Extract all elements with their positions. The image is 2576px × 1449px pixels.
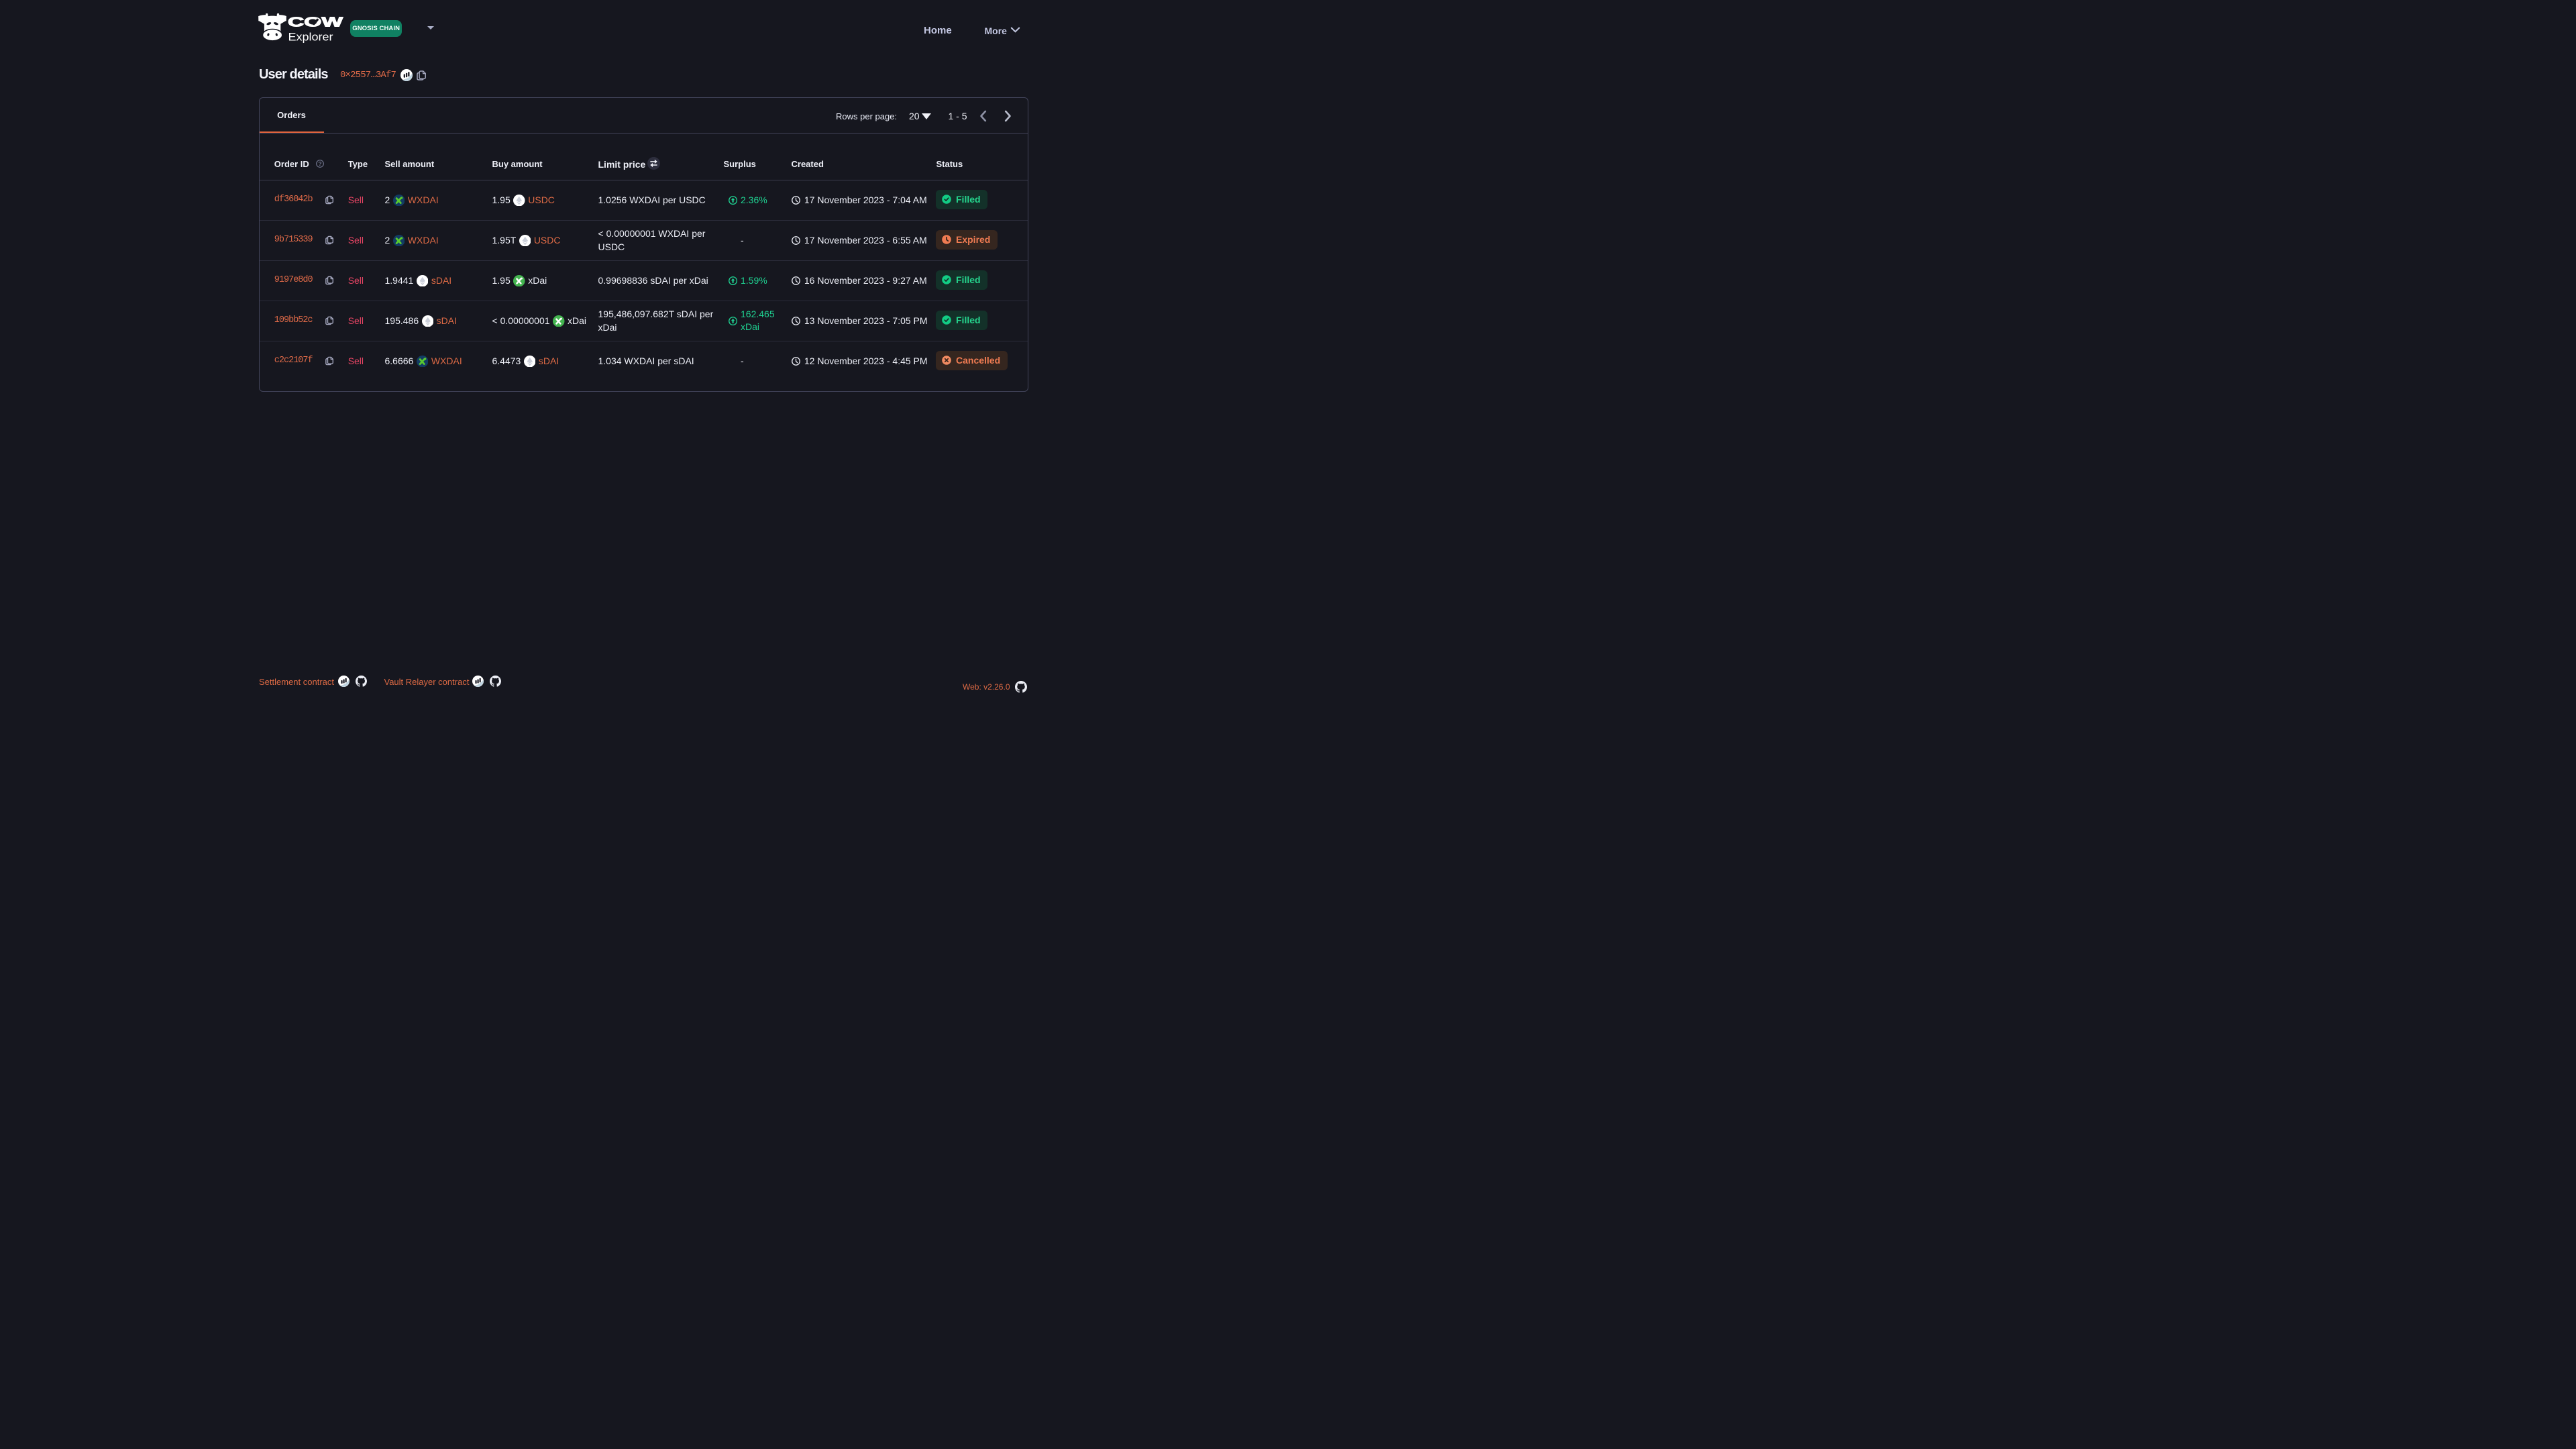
svg-text:Explorer: Explorer — [288, 31, 333, 44]
svg-text:?: ? — [318, 160, 321, 167]
